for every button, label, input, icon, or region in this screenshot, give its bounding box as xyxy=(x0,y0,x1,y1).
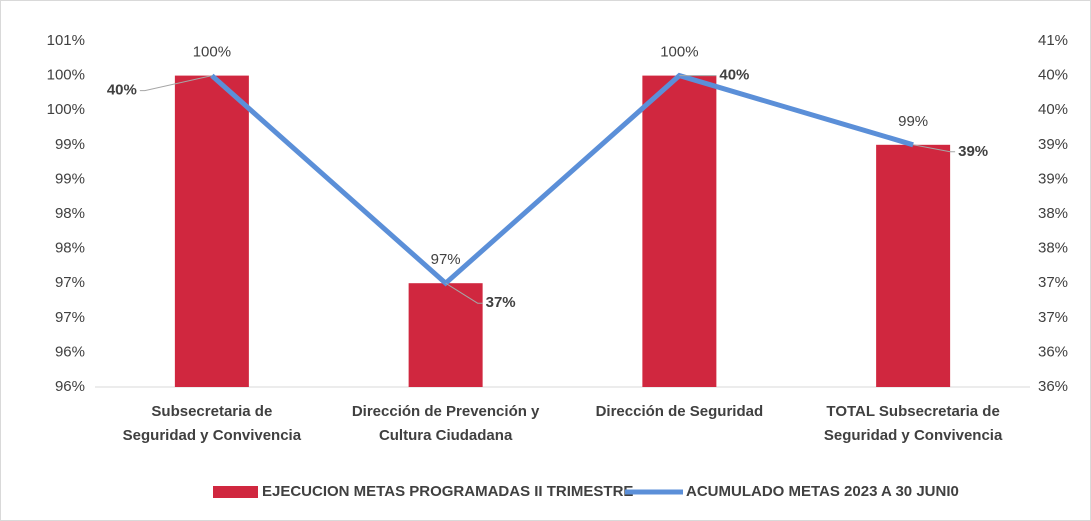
y-tick-label: 99% xyxy=(55,170,85,187)
y-tick-label: 98% xyxy=(55,205,85,222)
y-tick-label: 96% xyxy=(55,343,85,360)
line-value-label: 40% xyxy=(107,82,137,99)
legend-swatch xyxy=(213,486,258,498)
y2-tick-label: 36% xyxy=(1038,378,1068,395)
y2-tick-label: 41% xyxy=(1038,32,1068,49)
line-value-label: 39% xyxy=(958,143,988,160)
bar xyxy=(876,144,951,387)
y2-tick-label: 38% xyxy=(1038,240,1068,257)
line xyxy=(210,72,914,287)
x-tick-label: Dirección de Seguridad xyxy=(596,403,764,420)
y2-tick-label: 39% xyxy=(1038,170,1068,187)
legend-label: ACUMULADO METAS 2023 A 30 JUNI0 xyxy=(686,483,959,500)
y2-tick-label: 40% xyxy=(1038,67,1068,84)
bar-value-label: 100% xyxy=(660,44,698,61)
y2-tick-label: 36% xyxy=(1038,343,1068,360)
y-tick-label: 101% xyxy=(47,32,85,49)
y-tick-label: 97% xyxy=(55,309,85,326)
y2-tick-label: 40% xyxy=(1038,101,1068,118)
y2-tick-label: 37% xyxy=(1038,274,1068,291)
x-tick-label: Dirección de Prevención y xyxy=(352,403,540,420)
y-tick-label: 100% xyxy=(47,67,85,84)
x-tick-label: TOTAL Subsecretaria de xyxy=(826,403,999,420)
bar xyxy=(642,75,717,387)
x-tick-label: Cultura Ciudadana xyxy=(379,427,513,444)
y2-tick-label: 39% xyxy=(1038,136,1068,153)
legend-label: EJECUCION METAS PROGRAMADAS II TRIMESTRE xyxy=(262,483,633,500)
bar xyxy=(408,283,483,387)
x-tick-label: Seguridad y Convivencia xyxy=(123,427,302,444)
y-tick-label: 100% xyxy=(47,101,85,118)
y-tick-label: 96% xyxy=(55,378,85,395)
y-tick-label: 97% xyxy=(55,274,85,291)
line-value-label: 40% xyxy=(719,67,749,84)
x-tick-label: Subsecretaria de xyxy=(151,403,272,420)
bar xyxy=(174,75,249,387)
bar-value-label: 97% xyxy=(431,251,461,268)
bar-value-label: 99% xyxy=(898,113,928,130)
leader-line xyxy=(139,75,212,92)
bar-value-label: 100% xyxy=(193,44,231,61)
y2-tick-label: 38% xyxy=(1038,205,1068,222)
y2-tick-label: 37% xyxy=(1038,309,1068,326)
leader-line xyxy=(913,144,956,153)
y-tick-label: 98% xyxy=(55,240,85,257)
line-value-label: 37% xyxy=(486,294,516,311)
x-tick-label: Seguridad y Convivencia xyxy=(824,427,1003,444)
leader-line xyxy=(445,282,483,304)
y-tick-label: 99% xyxy=(55,136,85,153)
